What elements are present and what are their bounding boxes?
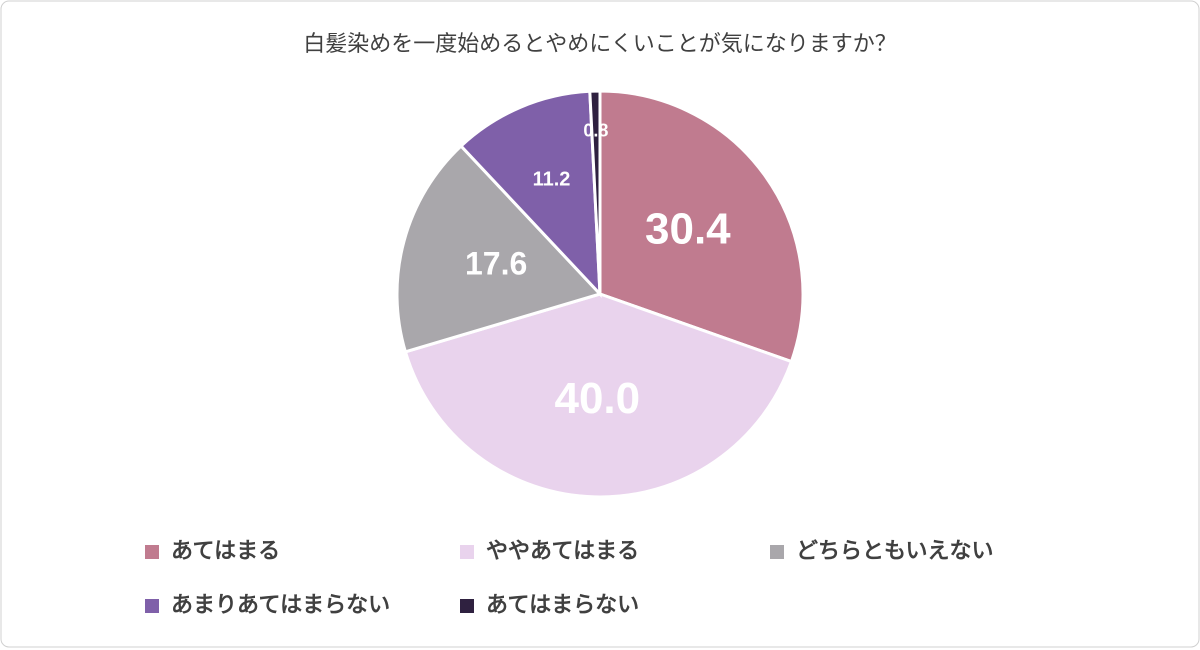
- pie-slice: [458, 89, 602, 299]
- legend-label: あてはまらない: [486, 593, 639, 618]
- legend-swatch: [770, 545, 784, 559]
- legend-swatch: [145, 599, 159, 613]
- legend-swatch: [460, 545, 474, 559]
- legend-label: ややあてはまる: [486, 539, 639, 564]
- data-label: 0.8: [583, 120, 608, 140]
- pie-slice: [395, 143, 603, 354]
- pie-slice: [598, 89, 805, 364]
- data-label: 30.4: [645, 204, 731, 253]
- chart-title: 白髪染めを一度始めるとやめにくいことが気になりますか？: [303, 32, 897, 57]
- pie-slice: [403, 292, 794, 499]
- legend-label: どちらともいえない: [796, 539, 994, 564]
- legend-swatch: [460, 599, 474, 613]
- legend-label: あまりあてはまらない: [171, 593, 390, 618]
- data-label: 11.2: [533, 168, 571, 190]
- legend-label: あてはまる: [171, 539, 280, 564]
- data-label: 17.6: [465, 245, 527, 281]
- data-label: 40.0: [554, 374, 640, 423]
- legend-swatch: [145, 545, 159, 559]
- pie-slice: [588, 89, 602, 295]
